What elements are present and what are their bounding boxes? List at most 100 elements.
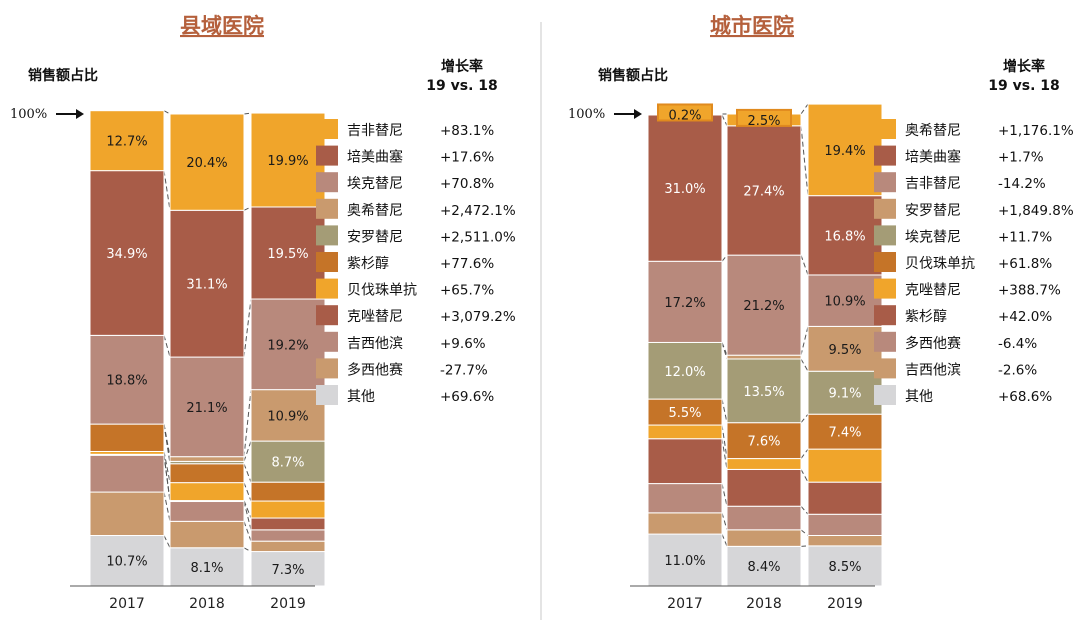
connector-line (721, 512, 728, 530)
legend-label: 埃克替尼 (905, 229, 961, 245)
legend-label: 克唑替尼 (347, 309, 403, 325)
segment-value-label: 10.9% (824, 295, 865, 310)
stacked-bars (647, 103, 883, 587)
arrow-icon (56, 109, 84, 119)
bar-segment (169, 463, 245, 484)
bar-segment (726, 505, 802, 531)
legend-growth-rate: -27.7% (440, 362, 488, 378)
bar-segment (807, 370, 883, 415)
connector-line (721, 342, 728, 356)
segment-value-label: 12.7% (106, 135, 147, 150)
legend-swatch (316, 385, 338, 405)
bar-segment (89, 170, 165, 336)
y-axis-label: 销售额占比 (598, 67, 668, 84)
legend-swatch (316, 278, 338, 299)
connector-line (800, 413, 809, 424)
bar-segment (807, 413, 883, 450)
bar-segment (250, 206, 326, 300)
legend-swatch (316, 119, 338, 139)
bar-segment (807, 325, 883, 372)
legend-swatch (874, 358, 896, 379)
bar-segment (250, 500, 326, 519)
segment-value-label: 12.0% (664, 365, 705, 380)
legend-swatch (874, 225, 896, 246)
legend-growth-rate: +83.1% (440, 123, 494, 139)
legend: 奥希替尼 +1,176.1% 培美曲塞 +1.7% 吉非替尼 -14.2% 安罗替尼 +1,8… (874, 119, 1074, 405)
connector-line (163, 170, 171, 211)
segment-value-label: 8.7% (271, 456, 304, 471)
segment-value-label: 7.4% (828, 426, 861, 441)
bar-segment (89, 534, 165, 587)
x-tick-label: 2019 (270, 596, 306, 612)
bar-segment (647, 438, 723, 485)
bar-segment (169, 501, 245, 522)
bar-segment (726, 468, 802, 507)
bar-segment (807, 103, 883, 197)
connector-line (721, 114, 728, 127)
panel-city: 城市医院 销售额占比 增长率 19 vs. 18 100% 11.0% 8.4% 8… (568, 14, 1074, 612)
connector-line (243, 463, 252, 483)
connector-line (243, 482, 252, 502)
legend-label: 培美曲塞 (905, 149, 961, 166)
legend-swatch (316, 305, 338, 326)
legend-swatch (874, 198, 896, 219)
bar-segment (250, 551, 326, 587)
legend-label: 多西他赛 (347, 361, 403, 378)
segment-labels: 10.7% 8.1% 7.3% 8.7% 10.9% 18.8% 21.1% 19.2% 34.… (106, 135, 308, 578)
legend-growth-rate: +61.8% (998, 256, 1052, 272)
bar-segment (169, 547, 245, 587)
bar-segment (807, 274, 883, 327)
connector-line (243, 206, 252, 211)
legend-growth-rate: +77.6% (440, 256, 494, 272)
bar-segment-callout (657, 103, 713, 122)
legend-swatch (874, 252, 896, 272)
connector-line (163, 491, 171, 522)
segment-value-label: 19.4% (824, 144, 865, 159)
connector-line (721, 398, 728, 423)
segment-value-label: 31.0% (664, 182, 705, 197)
legend-growth-rate: +3,079.2% (440, 309, 516, 325)
legend-swatch (316, 252, 338, 272)
segment-value-label: 9.1% (828, 387, 861, 402)
legend-label: 埃克替尼 (347, 176, 403, 192)
segment-value-label: 31.1% (186, 278, 227, 293)
connector-line (800, 529, 809, 536)
connector-line (243, 440, 252, 462)
x-axis-ticks: 2017 2018 2019 (109, 596, 306, 612)
segment-value-label: 0.2% (668, 108, 701, 123)
segment-value-label: 8.5% (828, 560, 861, 575)
bar-segment (169, 209, 245, 358)
segment-value-label: 19.2% (267, 338, 308, 353)
hundred-percent-marker: 100% (568, 107, 605, 122)
segment-value-label: 11.0% (664, 554, 705, 569)
connector-line (800, 358, 809, 372)
legend-label: 克唑替尼 (905, 283, 961, 299)
bar-segment (647, 114, 723, 262)
bar-segment (169, 356, 245, 458)
bar-segment (726, 529, 802, 547)
legend-growth-rate: +69.6% (440, 389, 494, 405)
connector-line (721, 254, 728, 262)
legend-growth-rate: +2,472.1% (440, 203, 516, 219)
connector-line (163, 451, 171, 483)
legend-label: 奥希替尼 (905, 122, 961, 139)
segment-value-label: 10.9% (267, 409, 308, 424)
bar-segment (647, 512, 723, 535)
legend-swatch (316, 225, 338, 246)
segment-value-label: 8.4% (747, 560, 780, 575)
legend-label: 贝伐珠单抗 (347, 283, 417, 299)
bar-segment (89, 110, 165, 172)
legend-label: 吉非替尼 (905, 176, 961, 192)
legend-label: 紫杉醇 (905, 308, 947, 325)
legend-growth-rate: -2.6% (998, 362, 1037, 378)
bar-segment (647, 483, 723, 514)
connector-line (163, 335, 171, 358)
connector-line (800, 103, 809, 115)
legend-swatch (874, 385, 896, 405)
legend-label: 吉西他滨 (905, 362, 961, 378)
growth-header: 增长率 (1003, 58, 1045, 75)
bar-segment (647, 398, 723, 426)
segment-value-label: 13.5% (743, 385, 784, 400)
legend-growth-rate: +1,849.8% (998, 203, 1074, 219)
